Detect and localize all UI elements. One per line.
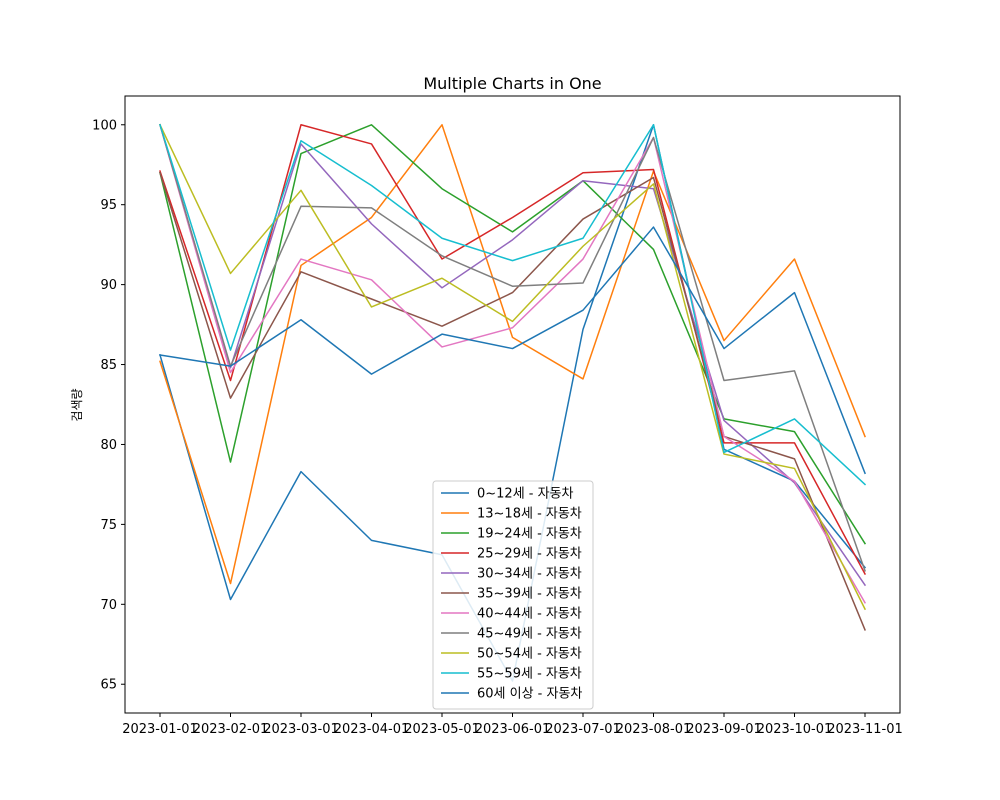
legend-label-5: 35~39세 - 자동차 [477, 587, 582, 602]
y-tick-label: 70 [100, 598, 117, 613]
legend-label-9: 55~59세 - 자동차 [477, 667, 582, 682]
x-tick-label: 2023-01-01 [122, 722, 198, 737]
x-tick-label: 2023-02-01 [193, 722, 269, 737]
legend-label-10: 60세 이상 - 자동차 [477, 687, 582, 702]
y-tick-label: 90 [100, 278, 117, 293]
series-line-1 [159, 124, 866, 585]
legend-label-0: 0~12세 - 자동차 [477, 487, 574, 502]
x-tick-label: 2023-11-01 [827, 722, 903, 737]
x-tick-label: 2023-04-01 [334, 722, 410, 737]
legend: 0~12세 - 자동차 13~18세 - 자동차 19~24세 - 자동차 25~29… [432, 480, 594, 710]
series-line-5 [159, 171, 866, 631]
series-line-6 [159, 123, 867, 604]
y-tick-label: 95 [100, 198, 117, 213]
plot-area [159, 123, 867, 682]
legend-box [432, 480, 594, 710]
legend-label-1: 13~18세 - 자동차 [477, 507, 582, 522]
y-tick-label: 65 [100, 678, 117, 693]
x-tick-label: 2023-03-01 [263, 722, 339, 737]
y-tick-label: 85 [100, 358, 117, 373]
series-line-7 [159, 123, 866, 572]
legend-label-7: 45~49세 - 자동차 [477, 627, 582, 642]
series-line-10 [159, 226, 866, 475]
legend-label-8: 50~54세 - 자동차 [477, 647, 582, 662]
x-tick-label: 2023-07-01 [545, 722, 621, 737]
legend-label-2: 19~24세 - 자동차 [477, 527, 582, 542]
x-tick-label: 2023-08-01 [616, 722, 692, 737]
y-tick-label: 80 [100, 438, 117, 453]
y-tick-label: 100 [92, 118, 117, 133]
x-tick-label: 2023-10-01 [757, 722, 833, 737]
legend-label-6: 40~44세 - 자동차 [477, 607, 582, 622]
legend-label-4: 30~34세 - 자동차 [477, 567, 582, 582]
legend-label-3: 25~29세 - 자동차 [477, 547, 582, 562]
y-axis-label: 검색량 [70, 388, 84, 421]
x-tick-label: 2023-09-01 [686, 722, 762, 737]
y-tick-label: 75 [100, 518, 117, 533]
chart-title: Multiple Charts in One [423, 74, 601, 93]
x-tick-label: 2023-05-01 [404, 722, 480, 737]
series-line-9 [159, 123, 867, 486]
x-tick-label: 2023-06-01 [475, 722, 551, 737]
series-line-2 [159, 124, 867, 545]
axes: 2023-01-012023-02-012023-03-012023-04-01… [92, 95, 903, 737]
series-line-8 [159, 123, 867, 611]
